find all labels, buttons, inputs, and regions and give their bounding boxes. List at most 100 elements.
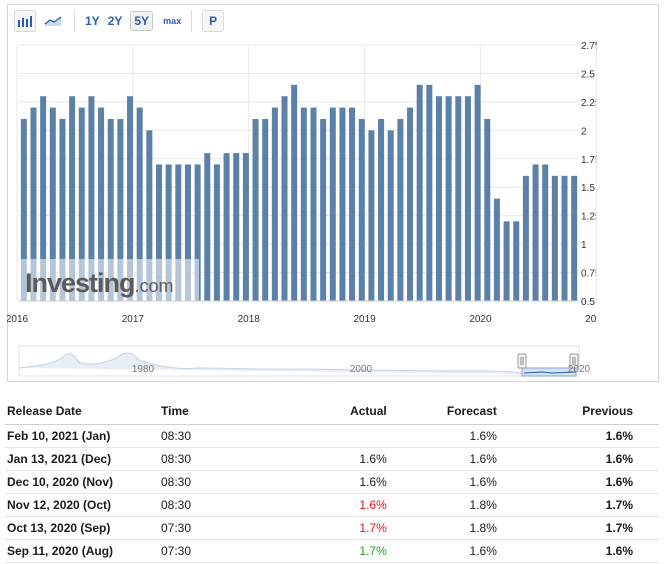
release-time: 08:30 bbox=[159, 424, 313, 448]
bar[interactable] bbox=[59, 118, 66, 301]
range-max-button[interactable]: max bbox=[163, 16, 182, 26]
bar[interactable] bbox=[136, 107, 143, 301]
table-row: Oct 13, 2020 (Sep) 07:30 1.7% 1.8% 1.7% bbox=[5, 516, 659, 540]
table-row: Jan 13, 2021 (Dec) 08:30 1.6% 1.6% 1.6% bbox=[5, 447, 659, 471]
x-tick-label: 2019 bbox=[353, 314, 376, 325]
bar[interactable] bbox=[310, 107, 317, 301]
bar[interactable] bbox=[252, 118, 259, 301]
bar[interactable] bbox=[291, 84, 298, 301]
area-chart-icon[interactable] bbox=[42, 10, 64, 32]
range-navigator[interactable]: 1980 2000 2020 bbox=[7, 344, 607, 380]
previous-value: 1.6% bbox=[508, 470, 659, 494]
bar[interactable] bbox=[233, 153, 240, 301]
release-time: 07:30 bbox=[159, 539, 313, 563]
p-button-label: P bbox=[209, 14, 218, 28]
bar[interactable] bbox=[156, 164, 162, 301]
watermark-logo: Investing.com bbox=[25, 268, 174, 298]
bar[interactable] bbox=[551, 175, 558, 301]
bar[interactable] bbox=[416, 84, 423, 301]
bar[interactable] bbox=[184, 164, 191, 301]
bar[interactable] bbox=[358, 118, 365, 301]
bar[interactable] bbox=[213, 164, 220, 301]
bar[interactable] bbox=[474, 84, 481, 301]
bar-chart-icon[interactable] bbox=[14, 10, 36, 32]
navigator-year-label: 2000 bbox=[350, 364, 373, 375]
actual-value: 1.7% bbox=[313, 539, 387, 563]
release-date: Feb 10, 2021 (Jan) bbox=[5, 424, 159, 448]
bar[interactable] bbox=[204, 153, 211, 301]
bar[interactable] bbox=[320, 118, 327, 301]
bar[interactable] bbox=[49, 107, 56, 301]
bar[interactable] bbox=[107, 118, 114, 301]
bar[interactable] bbox=[484, 118, 491, 301]
bar[interactable] bbox=[78, 107, 85, 301]
toolbar-separator bbox=[74, 10, 75, 32]
bar[interactable] bbox=[30, 107, 37, 301]
bar[interactable] bbox=[407, 107, 414, 301]
bar[interactable] bbox=[339, 107, 346, 301]
navigator-right-handle[interactable] bbox=[569, 353, 579, 369]
bar[interactable] bbox=[445, 96, 452, 301]
x-tick-label: 2018 bbox=[238, 314, 261, 325]
bar[interactable] bbox=[436, 96, 442, 301]
bar[interactable] bbox=[98, 107, 105, 301]
bar[interactable] bbox=[378, 118, 385, 301]
bar[interactable] bbox=[571, 175, 578, 301]
bar[interactable] bbox=[165, 164, 172, 301]
bar[interactable] bbox=[542, 164, 549, 301]
bar[interactable] bbox=[117, 118, 124, 301]
range-5y-button[interactable]: 5Y bbox=[130, 11, 154, 31]
bar[interactable] bbox=[349, 107, 356, 301]
x-tick-label: 2016 bbox=[7, 314, 29, 325]
header-previous[interactable]: Previous bbox=[508, 400, 659, 425]
table-row: Feb 10, 2021 (Jan) 08:30 1.6% 1.6% bbox=[5, 424, 659, 448]
bar[interactable] bbox=[561, 175, 568, 301]
bar[interactable] bbox=[455, 96, 462, 301]
previous-value: 1.6% bbox=[508, 424, 659, 448]
bar[interactable] bbox=[464, 96, 471, 301]
range-2y-button[interactable]: 2Y bbox=[107, 14, 123, 28]
bar[interactable] bbox=[223, 153, 230, 301]
bar[interactable] bbox=[88, 96, 95, 301]
y-tick-label: 2.25 bbox=[581, 98, 597, 109]
forecast-value: 1.6% bbox=[386, 424, 509, 448]
bar[interactable] bbox=[493, 198, 500, 301]
bar[interactable] bbox=[69, 96, 76, 301]
header-actual[interactable]: Actual bbox=[313, 400, 387, 425]
bar[interactable] bbox=[426, 84, 433, 301]
previous-value: 1.6% bbox=[508, 539, 659, 563]
release-time: 08:30 bbox=[159, 447, 313, 471]
header-forecast[interactable]: Forecast bbox=[386, 400, 509, 425]
release-date: Jan 13, 2021 (Dec) bbox=[5, 447, 159, 471]
header-time[interactable]: Time bbox=[159, 400, 313, 425]
bar[interactable] bbox=[368, 130, 375, 301]
actual-value bbox=[313, 424, 387, 448]
bar[interactable] bbox=[522, 175, 529, 301]
release-date: Dec 10, 2020 (Nov) bbox=[5, 470, 159, 494]
range-1y-button[interactable]: 1Y bbox=[85, 14, 100, 28]
bar[interactable] bbox=[262, 118, 269, 301]
bar[interactable] bbox=[194, 164, 201, 301]
bar[interactable] bbox=[387, 130, 394, 301]
p-button[interactable]: P bbox=[202, 10, 225, 32]
forecast-value: 1.8% bbox=[386, 516, 509, 540]
bar[interactable] bbox=[281, 96, 288, 301]
bar[interactable] bbox=[146, 130, 153, 301]
bar[interactable] bbox=[532, 164, 539, 301]
bar[interactable] bbox=[503, 221, 510, 301]
bar[interactable] bbox=[242, 153, 249, 301]
navigator-left-handle[interactable] bbox=[517, 353, 527, 369]
bar[interactable] bbox=[40, 96, 47, 301]
bar[interactable] bbox=[397, 118, 404, 301]
release-time: 08:30 bbox=[159, 470, 313, 494]
bar[interactable] bbox=[329, 107, 336, 301]
bar[interactable] bbox=[175, 164, 182, 301]
bar[interactable] bbox=[271, 107, 278, 301]
bar[interactable] bbox=[300, 107, 307, 301]
bar[interactable] bbox=[127, 96, 134, 301]
header-release-date[interactable]: Release Date bbox=[5, 400, 159, 425]
bar[interactable] bbox=[513, 221, 520, 301]
release-time: 08:30 bbox=[159, 493, 313, 517]
bar[interactable] bbox=[20, 118, 27, 301]
x-tick-label: 2017 bbox=[122, 314, 145, 325]
